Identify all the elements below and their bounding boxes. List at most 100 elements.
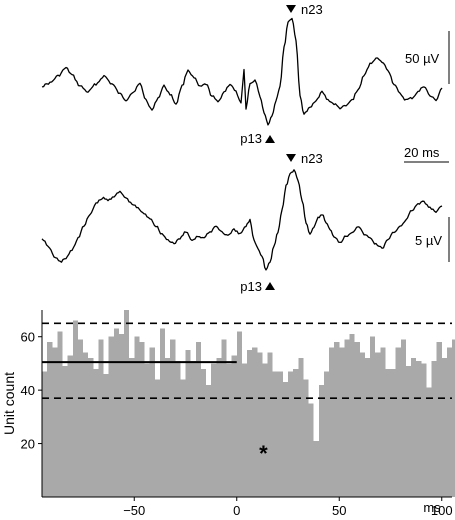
x-tick-label: 50 (332, 503, 346, 518)
histogram-bar (359, 352, 365, 497)
histogram-bar (108, 336, 114, 497)
n23-label-upper: n23 (301, 2, 323, 17)
histogram-bar (298, 358, 304, 497)
histogram-bar (385, 368, 391, 497)
histogram-bar (400, 339, 406, 497)
histogram-bar (103, 374, 109, 497)
histogram-bar (395, 347, 401, 497)
histogram-bar (262, 363, 268, 497)
histogram-bar (62, 366, 68, 497)
histogram-bar (390, 368, 396, 497)
histogram-bar (426, 387, 432, 497)
histogram-bar (308, 403, 314, 497)
histogram-bar (149, 347, 155, 497)
p13-marker-lower (265, 282, 275, 290)
histogram-bar (277, 371, 283, 497)
histogram-bar (370, 336, 376, 497)
histogram-bar (221, 339, 227, 497)
significance-asterisk: * (259, 441, 268, 466)
y-tick-label: 60 (21, 330, 35, 345)
histogram-bar (354, 342, 360, 497)
histogram-bar (170, 339, 176, 497)
histogram-bar (57, 331, 63, 497)
histogram-bar (416, 360, 422, 497)
upper-vertical-scale-label: 50 µV (405, 51, 440, 66)
p13-label-upper: p13 (240, 131, 262, 146)
histogram-bar (200, 368, 207, 497)
histogram-bar (216, 358, 222, 497)
y-axis-label: Unit count (1, 372, 17, 435)
histogram-bar (421, 363, 427, 497)
x-tick-label: −50 (123, 503, 145, 518)
histogram-bar (88, 358, 94, 497)
histogram-bar (226, 363, 232, 497)
histogram-bar (323, 371, 330, 497)
x-tick-label: 100 (431, 503, 453, 518)
histogram-bar (206, 384, 212, 497)
histogram-bar (441, 358, 447, 497)
histogram-bar (349, 334, 355, 497)
histogram-bar (236, 331, 242, 497)
histogram-bar (313, 440, 319, 497)
histogram-bar (329, 347, 335, 497)
histogram-bar (124, 310, 130, 497)
histogram-bar (67, 355, 73, 497)
p13-marker-upper (265, 135, 275, 143)
histogram-panel: * 20 40 60 −50 0 50 100 Unit count ms (1, 310, 455, 518)
n23-marker-lower (286, 154, 296, 162)
histogram-bar (452, 339, 455, 497)
histogram-bar (144, 363, 150, 497)
histogram-bar (134, 336, 140, 497)
upper-trace-panel: n23 p13 50 µV 20 ms (41, 2, 450, 163)
histogram-bar (267, 352, 273, 497)
lower-vertical-scale-label: 5 µV (415, 233, 442, 248)
p13-label-lower: p13 (240, 279, 262, 294)
histogram-bar (190, 360, 196, 497)
histogram-bar (211, 363, 217, 497)
histogram-bar (118, 334, 125, 497)
histogram-bar (334, 342, 340, 497)
histogram-bar (252, 347, 258, 497)
histogram-bar (159, 328, 166, 497)
histogram-bar (272, 371, 278, 497)
histogram-bar (77, 339, 84, 497)
histogram-bar (431, 360, 437, 497)
histogram-bar (175, 360, 181, 497)
histogram-bar (139, 342, 145, 497)
histogram-bar (344, 339, 350, 497)
histogram-bar (72, 320, 78, 497)
histogram-bar (180, 379, 186, 497)
histogram-bar (47, 342, 53, 497)
n23-label-lower: n23 (301, 151, 323, 166)
histogram-bar (288, 371, 294, 497)
histogram-bar (411, 358, 417, 497)
upper-trace-line (41, 17, 443, 126)
histogram-bar (364, 358, 371, 497)
histogram-bar (247, 350, 253, 497)
histogram-bars (42, 310, 455, 497)
x-tick-label: 0 (233, 503, 240, 518)
x-axis-label: ms (423, 500, 441, 515)
horizontal-scale-label: 20 ms (404, 145, 440, 160)
y-tick-label: 40 (21, 383, 35, 398)
histogram-bar (241, 363, 248, 497)
lower-trace-panel: n23 p13 5 µV (41, 151, 450, 294)
histogram-bar (52, 347, 58, 497)
histogram-bar (436, 342, 442, 497)
histogram-bar (195, 342, 201, 497)
lower-trace-line (41, 169, 443, 271)
histogram-bar (231, 355, 237, 497)
histogram-bar (303, 379, 309, 497)
histogram-bar (93, 368, 99, 497)
histogram-bar (446, 347, 453, 497)
histogram-bar (339, 347, 345, 497)
histogram-bar (293, 368, 299, 497)
histogram-bar (129, 358, 135, 497)
histogram-bar (165, 358, 171, 497)
y-tick-label: 20 (21, 437, 35, 452)
histogram-bar (318, 384, 324, 497)
histogram-bar (154, 379, 160, 497)
n23-marker-upper (286, 5, 296, 13)
histogram-bar (83, 352, 89, 497)
